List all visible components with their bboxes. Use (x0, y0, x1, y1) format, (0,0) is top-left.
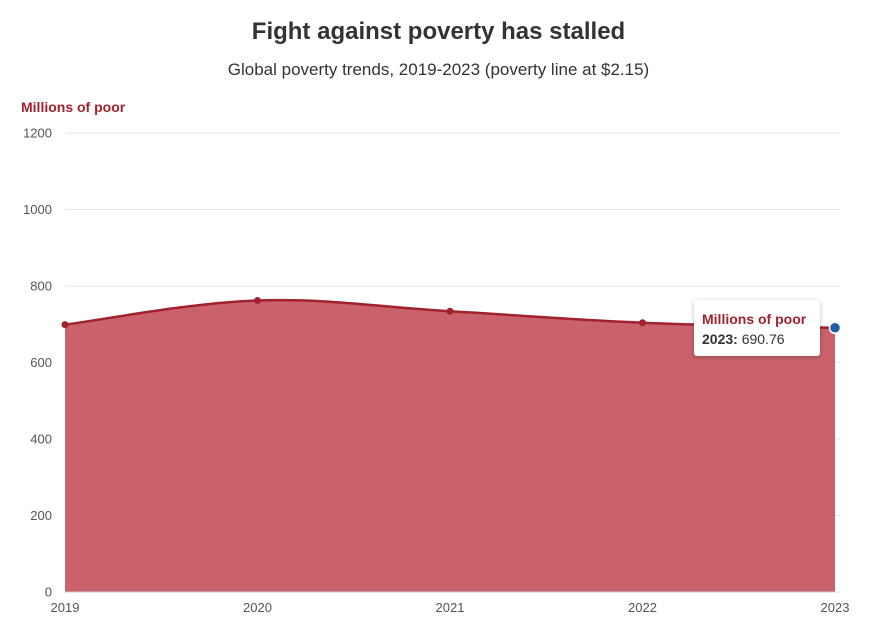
x-tick-label: 2019 (51, 600, 80, 615)
data-point-highlighted[interactable] (828, 321, 842, 335)
x-tick-label: 2020 (243, 600, 272, 615)
tooltip-year: 2023: (702, 331, 738, 347)
y-axis-title: Millions of poor (21, 99, 126, 115)
data-tooltip: Millions of poor 2023: 690.76 (694, 300, 820, 356)
y-tick-label: 800 (30, 279, 52, 294)
series-area-layer (65, 300, 835, 592)
y-tick-label: 1000 (23, 202, 52, 217)
x-tick-label: 2021 (436, 600, 465, 615)
y-tick-label: 1200 (23, 126, 52, 141)
tooltip-series-name: Millions of poor (702, 311, 807, 327)
axes: 0 200 400 600 800 1000 1200 2019 2020 2021 2022 202… (23, 126, 849, 616)
chart-subtitle: Global poverty trends, 2019-2023 (povert… (227, 60, 650, 79)
data-points (61, 297, 842, 335)
data-point[interactable] (61, 321, 69, 329)
data-point[interactable] (254, 297, 261, 305)
data-point[interactable] (446, 307, 454, 315)
series-area (65, 300, 835, 592)
y-tick-label: 400 (30, 432, 52, 447)
y-tick-label: 0 (45, 585, 52, 600)
y-tick-label: 200 (30, 508, 52, 523)
data-point[interactable] (639, 319, 646, 327)
tooltip-value: 690.76 (741, 331, 785, 347)
x-tick-label: 2022 (628, 600, 657, 615)
y-tick-label: 600 (30, 355, 52, 370)
x-tick-label: 2023 (821, 600, 850, 615)
chart-title: Fight against poverty has stalled (251, 18, 626, 45)
